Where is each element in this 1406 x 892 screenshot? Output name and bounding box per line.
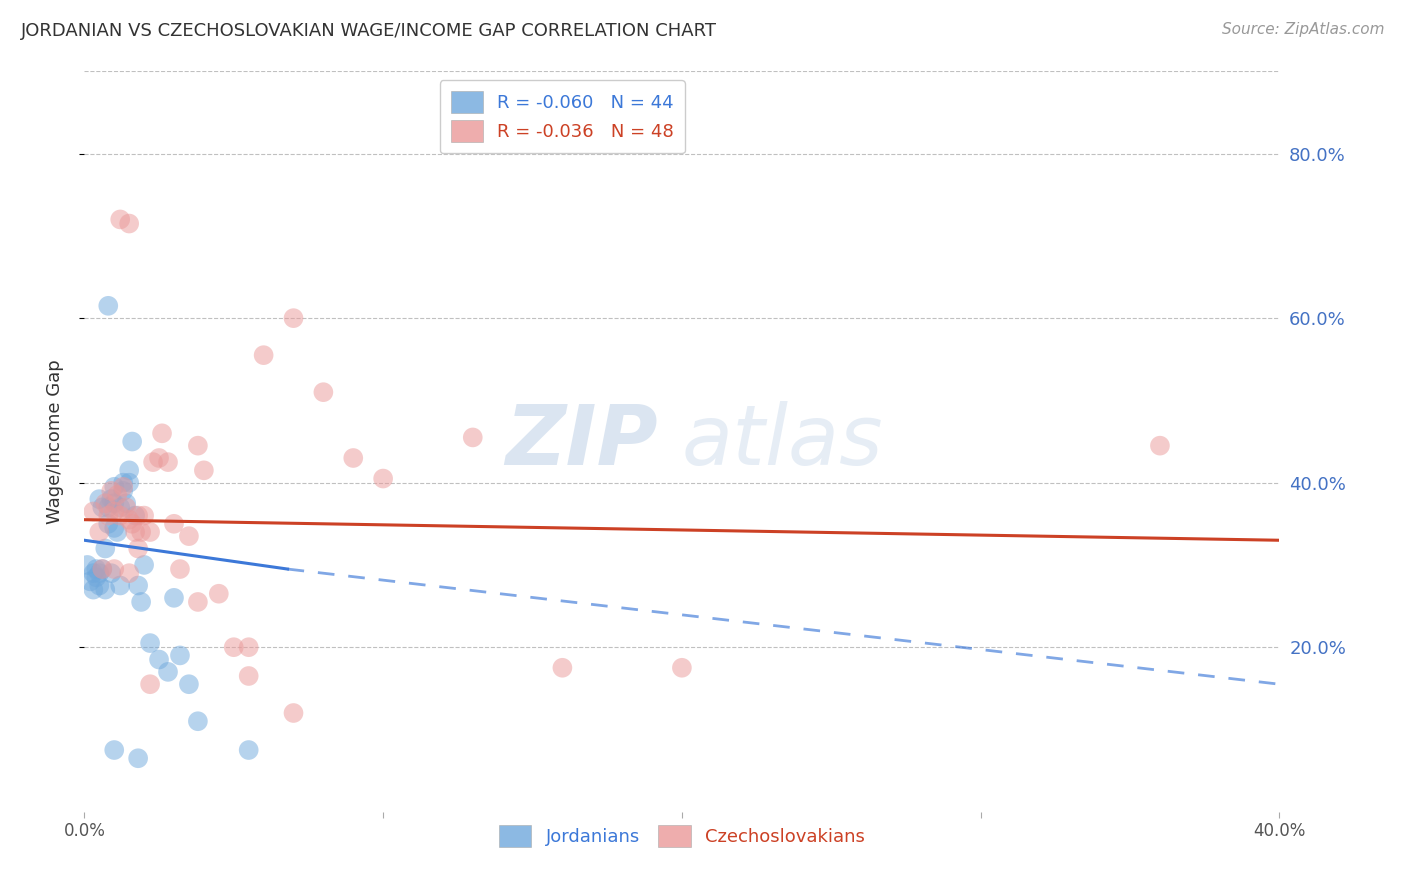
Point (157, 665, 180, 679)
Point (82, 566, 104, 581)
Point (94, 496, 117, 510)
Point (169, 562, 191, 576)
Point (103, 562, 125, 576)
Point (177, 529, 200, 543)
Point (100, 566, 122, 581)
Point (238, 743, 260, 757)
Point (105, 488, 128, 502)
Point (148, 450, 170, 465)
Point (187, 439, 209, 453)
Point (139, 524, 162, 539)
Point (82, 582, 104, 597)
Point (86, 562, 108, 576)
Point (142, 455, 165, 469)
Point (91, 500, 114, 515)
Point (118, 513, 141, 527)
Point (150, 426, 173, 441)
Point (103, 521, 125, 535)
Text: JORDANIAN VS CZECHOSLOVAKIAN WAGE/INCOME GAP CORRELATION CHART: JORDANIAN VS CZECHOSLOVAKIAN WAGE/INCOME… (21, 22, 717, 40)
Point (118, 463, 141, 477)
Point (100, 483, 122, 498)
Point (208, 587, 231, 601)
Point (238, 640, 260, 655)
Point (110, 508, 132, 523)
Point (118, 217, 141, 231)
Point (115, 496, 138, 510)
Point (91, 562, 114, 576)
Point (177, 677, 200, 691)
Point (121, 434, 143, 449)
Point (169, 648, 191, 663)
Point (121, 516, 143, 531)
Point (118, 475, 141, 490)
Point (551, 661, 574, 675)
Y-axis label: Wage/Income Gap: Wage/Income Gap (45, 359, 63, 524)
Point (110, 578, 132, 592)
Point (94, 541, 117, 556)
Point (127, 751, 149, 765)
Point (283, 311, 305, 326)
Point (129, 524, 152, 539)
Point (103, 496, 125, 510)
Point (89, 492, 111, 507)
Point (139, 677, 162, 691)
Text: atlas: atlas (682, 401, 883, 482)
Point (127, 541, 149, 556)
Point (671, 661, 693, 675)
Point (103, 743, 125, 757)
Point (253, 348, 276, 362)
Point (91, 562, 114, 576)
Text: Source: ZipAtlas.com: Source: ZipAtlas.com (1222, 22, 1385, 37)
Point (132, 508, 156, 523)
Point (82, 504, 104, 518)
Point (76, 558, 98, 572)
Point (79, 574, 101, 589)
Point (132, 558, 156, 572)
Point (163, 516, 186, 531)
Point (112, 480, 135, 494)
Point (283, 706, 305, 720)
Point (1149, 439, 1171, 453)
Point (342, 450, 364, 465)
Point (238, 669, 260, 683)
Point (110, 500, 132, 515)
Point (110, 212, 132, 227)
Point (97, 508, 120, 523)
Point (163, 591, 186, 605)
Point (89, 566, 111, 581)
Point (127, 508, 149, 523)
Point (97, 299, 120, 313)
Text: ZIP: ZIP (505, 401, 658, 482)
Point (89, 524, 111, 539)
Point (124, 508, 146, 523)
Point (94, 582, 117, 597)
Point (103, 504, 125, 518)
Point (312, 385, 335, 400)
Point (97, 516, 120, 531)
Point (112, 475, 135, 490)
Point (115, 500, 138, 515)
Point (100, 492, 122, 507)
Point (89, 578, 111, 592)
Point (157, 455, 180, 469)
Point (187, 714, 209, 729)
Point (139, 636, 162, 650)
Point (222, 640, 245, 655)
Legend: Jordanians, Czechoslovakians: Jordanians, Czechoslovakians (492, 818, 872, 855)
Point (105, 524, 128, 539)
Point (373, 471, 395, 485)
Point (193, 463, 215, 477)
Point (97, 500, 120, 515)
Point (118, 566, 141, 581)
Point (86, 570, 108, 584)
Point (112, 483, 135, 498)
Point (127, 578, 149, 592)
Point (103, 480, 125, 494)
Point (187, 595, 209, 609)
Point (461, 430, 484, 444)
Point (124, 524, 146, 539)
Point (129, 595, 152, 609)
Point (148, 652, 170, 666)
